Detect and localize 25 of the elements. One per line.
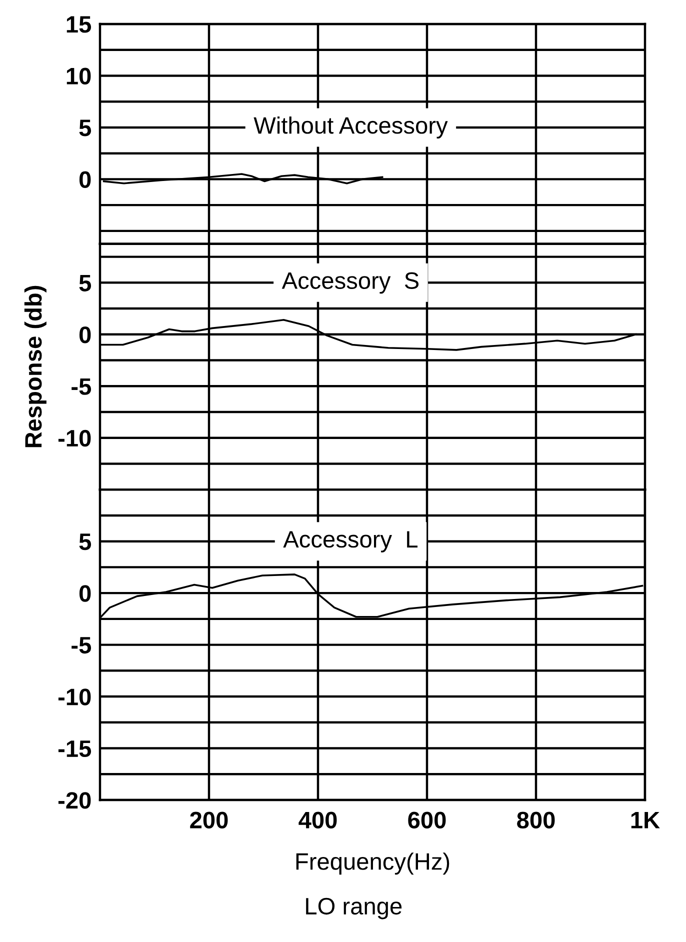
- x-tick-label: 400: [298, 812, 337, 828]
- x-tick-label: 1K: [631, 812, 660, 828]
- y-tick-label: 5: [79, 120, 92, 136]
- y-tick-label: -15: [58, 740, 92, 758]
- y-tick-label: 0: [79, 585, 91, 602]
- y-tick-label: 15: [66, 16, 92, 33]
- y-tick-label: 0: [79, 326, 91, 344]
- y-tick-label: -5: [72, 378, 92, 395]
- x-tick-label: 200: [190, 812, 228, 828]
- y-tick-label: 0: [79, 171, 91, 188]
- y-tick-label: -10: [58, 688, 91, 706]
- x-tick-label: 800: [517, 812, 555, 828]
- y-tick-label: 5: [79, 274, 92, 292]
- text: Accessory S: [282, 272, 419, 294]
- y-tick-label: 5: [79, 534, 92, 550]
- text: Accessory L: [283, 531, 418, 552]
- y-tick-label: -10: [58, 430, 91, 447]
- y-axis-title: Response (db): [24, 286, 46, 448]
- text: Without Accessory: [254, 116, 448, 138]
- y-tick-label: -5: [72, 637, 92, 654]
- text: LO range: [306, 898, 402, 920]
- x-tick-label: 600: [408, 812, 446, 828]
- y-tick-label: 10: [66, 68, 91, 85]
- x-axis-title: Frequency(Hz): [296, 852, 450, 875]
- y-tick-label: -20: [58, 792, 91, 809]
